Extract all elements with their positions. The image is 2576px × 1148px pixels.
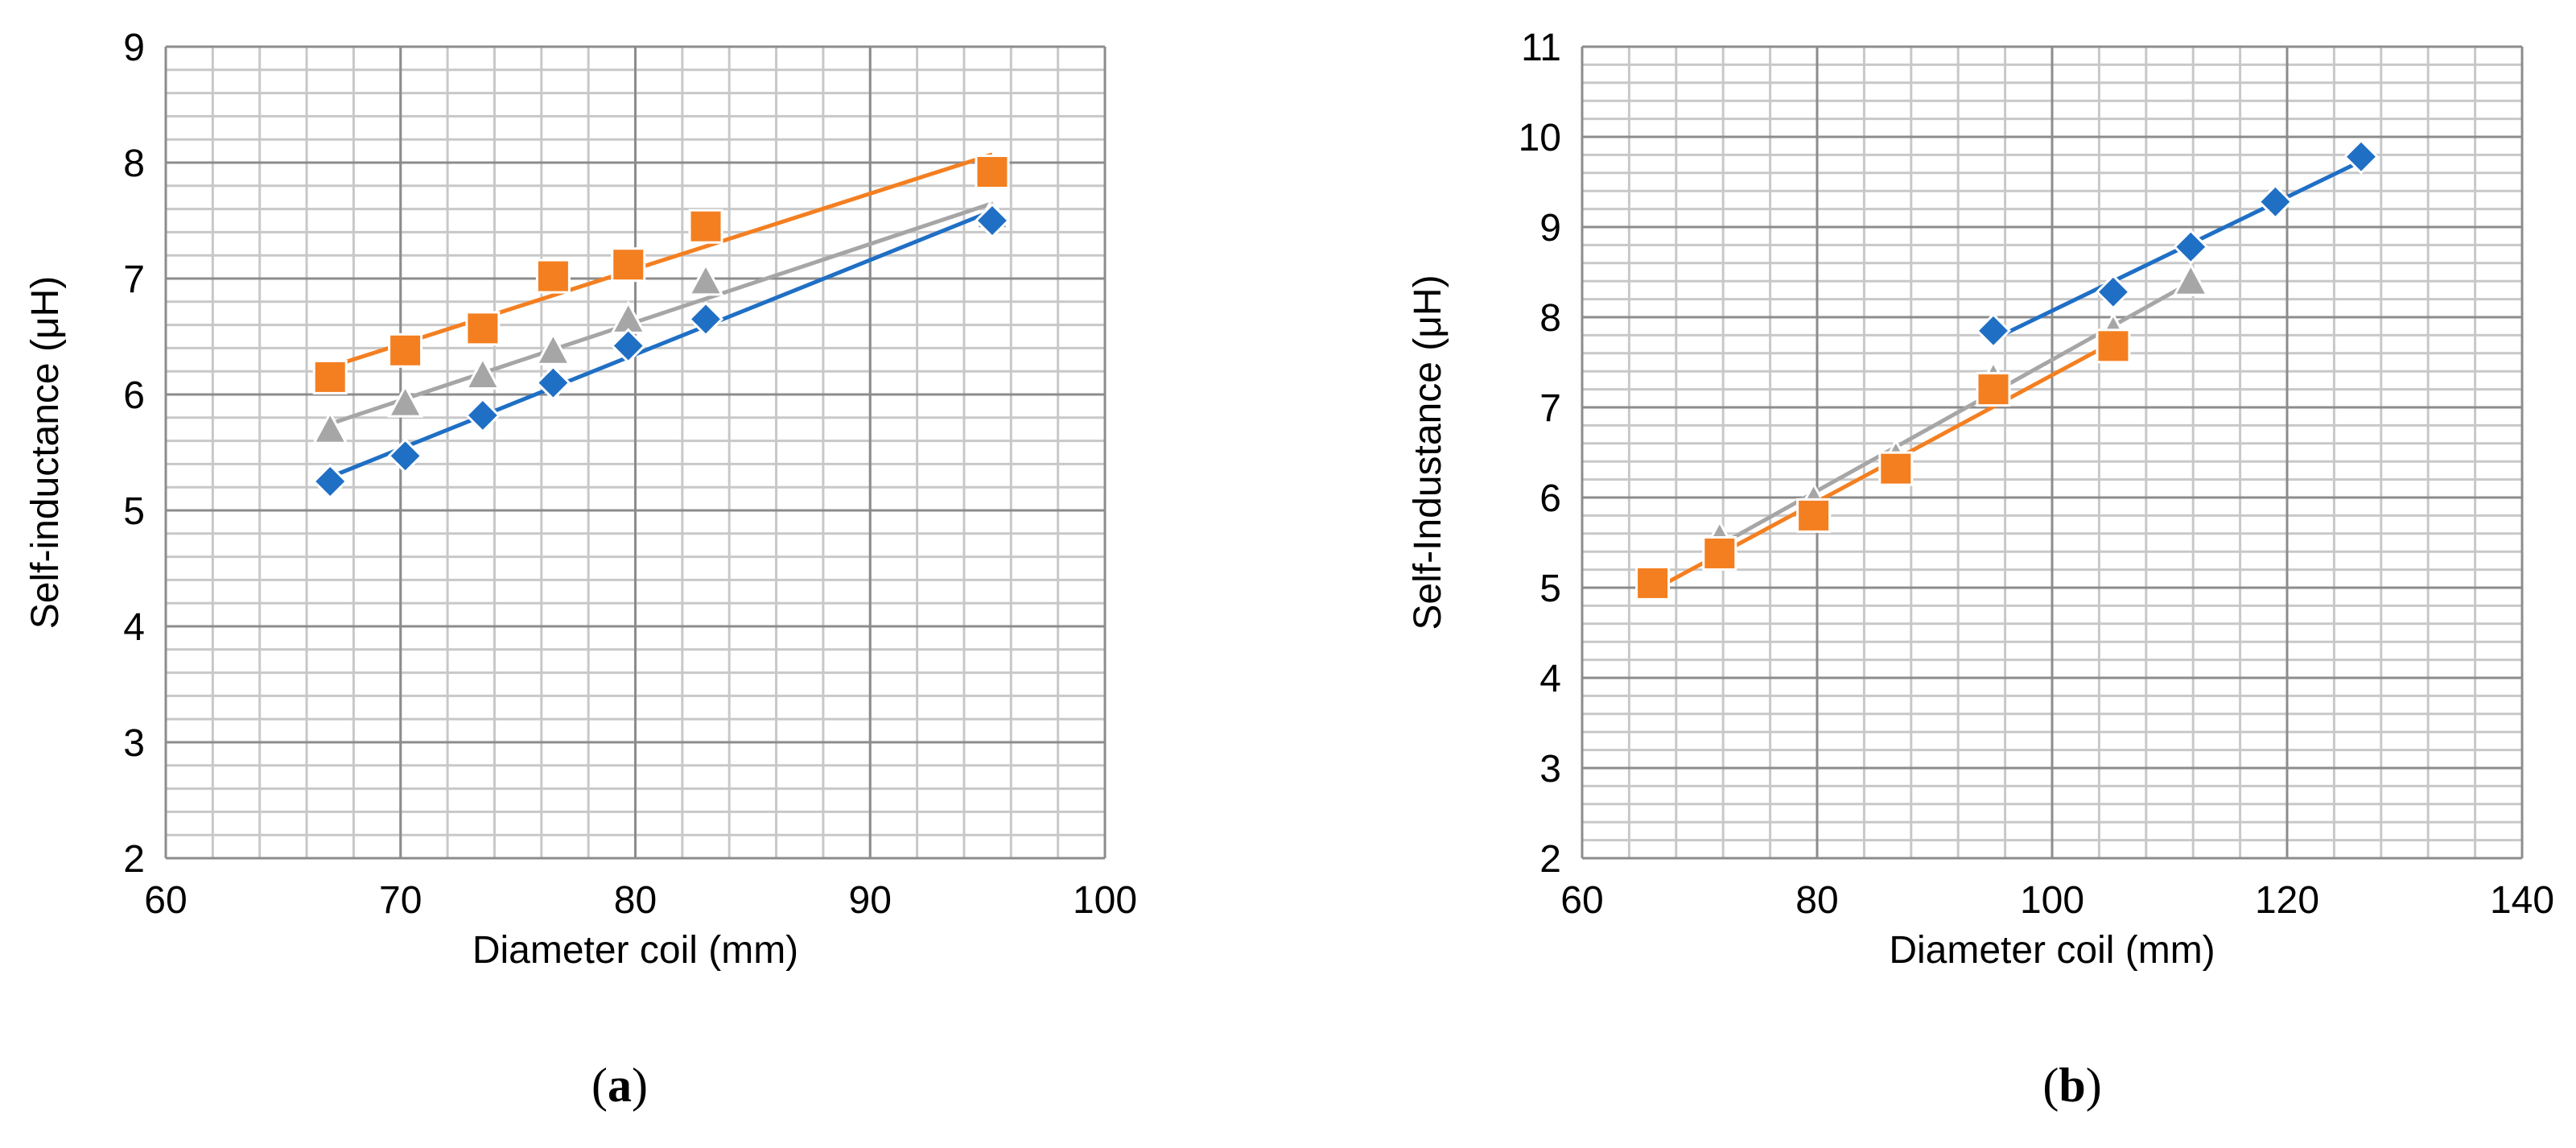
panel-b-point-blue	[2173, 229, 2209, 265]
panel-b-x-tick-label: 100	[2020, 879, 2084, 922]
panel-a-point-orange	[388, 332, 423, 368]
panel-b-x-tick-label: 80	[1795, 879, 1838, 922]
panel-b-label: (b)	[2042, 1059, 2101, 1112]
panel-a-point-gray	[387, 383, 424, 418]
panel-b-point-orange	[1635, 565, 1671, 601]
panel-b-point-orange	[1878, 451, 1914, 486]
panel-b-y-tick-label: 11	[1521, 27, 1561, 69]
panel-b-point-orange	[1976, 372, 2011, 407]
panel-a-point-blue	[387, 438, 423, 474]
panel-a-x-tick-label: 90	[849, 879, 892, 922]
panel-b-y-tick-label: 10	[1519, 117, 1561, 159]
panel-a-series-gray	[311, 196, 1011, 444]
panel-a-x-tick-label: 100	[1073, 879, 1137, 922]
panel-a-y-tick-label: 2	[123, 838, 145, 881]
panel-b-point-blue	[1975, 312, 2012, 349]
panel-b-series-orange	[1635, 328, 2131, 601]
panel-b-major-grid	[1581, 45, 2524, 860]
panel-a-label: (a)	[591, 1059, 648, 1112]
panel-b-y-tick-label: 8	[1539, 297, 1561, 340]
panel-a-x-tick-label: 80	[614, 879, 657, 922]
panel-a-y-tick-label: 4	[123, 606, 145, 649]
panel-a-y-tick-label: 8	[123, 142, 145, 185]
panel-b-point-orange	[2096, 328, 2131, 364]
panel-a-series-blue	[312, 202, 1011, 500]
panel-a-y-tick-label: 6	[123, 374, 145, 417]
panel-a-point-orange	[688, 209, 723, 244]
panel-a-point-blue	[974, 202, 1011, 239]
panel-b-y-tick-label: 9	[1539, 207, 1561, 250]
panel-a-point-orange	[975, 155, 1010, 190]
panel-a-y-tick-label: 5	[123, 490, 145, 533]
panel-b-point-gray	[2172, 262, 2209, 296]
panel-b-y-tick-label: 3	[1539, 748, 1561, 791]
panel-a-point-blue	[610, 328, 646, 364]
chart-panel-b: 60 80 100 120 140 2 3 4 5 6 7 8 9 10 11 Diameter coil (…	[1407, 27, 2554, 1112]
panel-a-y-axis-title: Self-inductance (μH)	[24, 276, 67, 630]
panel-b-y-tick-label: 2	[1539, 838, 1561, 881]
panel-b-x-tick-label: 60	[1560, 879, 1603, 922]
panel-b-y-tick-label: 7	[1539, 387, 1561, 430]
panel-a-point-gray	[687, 262, 724, 296]
panel-b-y-tick-label: 5	[1539, 568, 1561, 610]
panel-b-x-tick-label: 120	[2255, 879, 2319, 922]
panel-a-x-tick-label: 70	[379, 879, 422, 922]
panel-a-y-tick-label: 3	[123, 722, 145, 765]
panel-a-major-grid	[164, 45, 1107, 860]
panel-b-y-tick-label: 6	[1539, 477, 1561, 520]
panel-a-point-blue	[312, 463, 348, 500]
panel-a-point-gray	[464, 356, 501, 390]
panel-b-point-blue	[2343, 138, 2380, 175]
panel-a-y-tick-label: 7	[123, 258, 145, 301]
panel-b-point-orange	[1796, 498, 1832, 533]
panel-a-trendline-orange	[329, 152, 993, 370]
chart-panel-a: 60 70 80 90 100 2 3 4 5 6 7 8 9 Diameter coil (mm) Sel…	[24, 27, 1137, 1112]
panel-a-series-orange	[312, 152, 1010, 394]
panel-b-x-tick-label: 140	[2490, 879, 2554, 922]
panel-b-x-axis-title: Diameter coil (mm)	[1889, 929, 2215, 972]
panel-b-point-blue	[2095, 274, 2132, 310]
panel-a-y-tick-label: 9	[123, 27, 145, 69]
panel-a-point-blue	[535, 365, 571, 401]
panel-a-point-orange	[465, 311, 501, 346]
panel-a-point-orange	[312, 359, 348, 394]
panel-a-point-orange	[611, 247, 646, 283]
panel-a-point-gray	[311, 411, 348, 444]
panel-a-point-orange	[535, 258, 571, 294]
panel-a-point-gray	[534, 332, 571, 365]
panel-b-trendline-gray	[1718, 280, 2192, 547]
panel-a-trendline-blue	[329, 209, 993, 479]
panel-b-point-blue	[2257, 184, 2294, 220]
panel-a-trendline-gray	[329, 201, 993, 426]
panel-a-point-blue	[464, 397, 501, 434]
panel-b-y-axis-title: Self-Industance (μH)	[1407, 275, 1449, 630]
panel-b-series-blue	[1975, 138, 2380, 349]
panel-b-point-orange	[1702, 535, 1737, 571]
panel-a-x-tick-label: 60	[144, 879, 187, 922]
panel-b-y-tick-label: 4	[1539, 658, 1561, 700]
panel-a-point-blue	[687, 301, 724, 337]
panel-a-x-axis-title: Diameter coil (mm)	[472, 929, 798, 972]
